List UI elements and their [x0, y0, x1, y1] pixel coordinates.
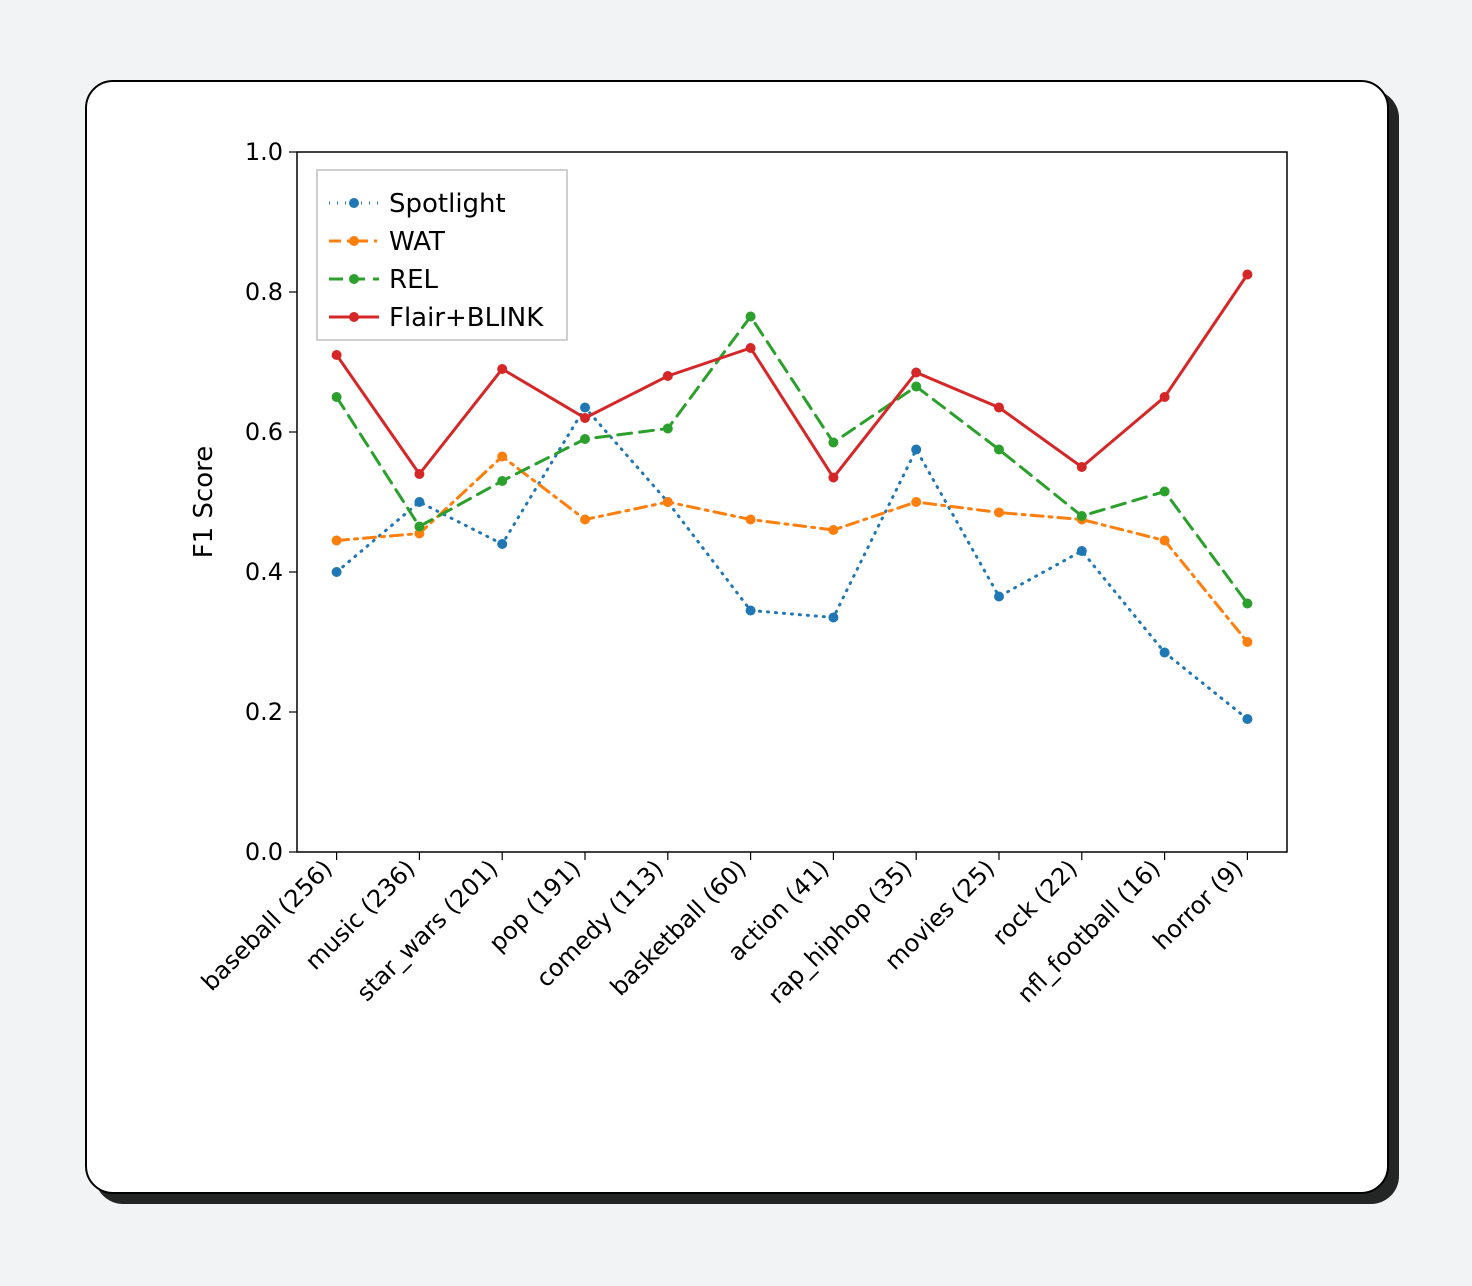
series-marker	[580, 413, 590, 423]
y-tick-label: 0.4	[245, 558, 283, 586]
series-marker	[911, 445, 921, 455]
series-marker	[497, 364, 507, 374]
series-marker	[332, 536, 342, 546]
series-marker	[663, 497, 673, 507]
legend-swatch-marker	[349, 274, 359, 284]
series-marker	[414, 469, 424, 479]
series-marker	[332, 392, 342, 402]
series-marker	[1242, 270, 1252, 280]
series-marker	[746, 312, 756, 322]
legend-label: REL	[389, 265, 438, 295]
series-marker	[746, 515, 756, 525]
series-marker	[497, 539, 507, 549]
series-marker	[580, 434, 590, 444]
series-marker	[1160, 648, 1170, 658]
series-marker	[497, 476, 507, 486]
legend-swatch-marker	[349, 312, 359, 322]
series-marker	[1077, 546, 1087, 556]
series-marker	[828, 525, 838, 535]
y-tick-label: 0.6	[245, 418, 283, 446]
series-marker	[580, 403, 590, 413]
line-chart-svg: 0.0 0.2 0.4 0.6 0.8 1.0 F1 Score baseball (256)…	[147, 112, 1327, 1162]
series-marker	[828, 613, 838, 623]
series-marker	[994, 592, 1004, 602]
series-marker	[414, 522, 424, 532]
x-tick-label: star_wars (201)	[351, 854, 503, 1006]
legend-label: Spotlight	[389, 189, 506, 219]
series-marker	[332, 350, 342, 360]
series-marker	[911, 497, 921, 507]
chart-card: 0.0 0.2 0.4 0.6 0.8 1.0 F1 Score baseball (256)…	[85, 80, 1389, 1194]
series-marker	[1077, 462, 1087, 472]
series-marker	[828, 438, 838, 448]
legend-swatch-marker	[349, 236, 359, 246]
series-marker	[414, 497, 424, 507]
y-tick-label: 0.8	[245, 278, 283, 306]
series-marker	[1160, 487, 1170, 497]
series-marker	[911, 368, 921, 378]
x-tick-label: nfl_football (16)	[1012, 854, 1166, 1008]
y-tick-label: 0.2	[245, 698, 283, 726]
series-line	[337, 408, 1248, 720]
series-marker	[663, 424, 673, 434]
series-marker	[994, 508, 1004, 518]
series-marker	[1242, 637, 1252, 647]
x-tick-label: horror (9)	[1148, 854, 1249, 955]
series-marker	[994, 445, 1004, 455]
series-marker	[1077, 511, 1087, 521]
series-marker	[1242, 599, 1252, 609]
legend-label: Flair+BLINK	[389, 303, 544, 333]
x-tick-label: baseball (256)	[196, 854, 338, 996]
y-tick-label: 0.0	[245, 838, 283, 866]
legend-label: WAT	[389, 227, 445, 257]
series-marker	[663, 371, 673, 381]
series-marker	[1242, 714, 1252, 724]
x-tick-label: rap_hiphop (35)	[763, 854, 918, 1009]
chart-plot-area: 0.0 0.2 0.4 0.6 0.8 1.0 F1 Score baseball (256)…	[147, 112, 1327, 1162]
series-marker	[746, 606, 756, 616]
series-marker	[994, 403, 1004, 413]
series-marker	[1160, 536, 1170, 546]
series-marker	[332, 567, 342, 577]
series-marker	[580, 515, 590, 525]
legend-swatch-marker	[349, 198, 359, 208]
series-line	[337, 317, 1248, 604]
y-axis-label: F1 Score	[189, 446, 219, 559]
y-tick-label: 1.0	[245, 138, 283, 166]
series-marker	[497, 452, 507, 462]
series-marker	[828, 473, 838, 483]
series-marker	[911, 382, 921, 392]
series-marker	[746, 343, 756, 353]
series-marker	[1160, 392, 1170, 402]
